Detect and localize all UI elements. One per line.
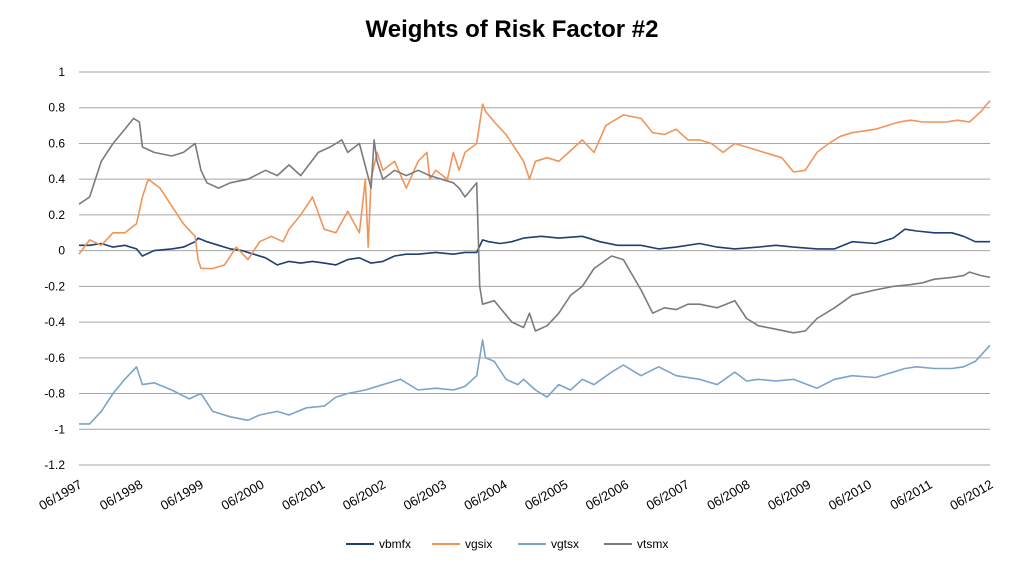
x-axis-ticks: 06/1997 06/1998 06/1999 06/2000 06/2001 06/20… [36,477,995,513]
x-tick-label: 06/2004 [461,477,509,513]
chart-title: Weights of Risk Factor #2 [365,16,659,43]
y-tick-label: -1 [54,422,65,436]
y-tick-label: 0.4 [48,172,65,186]
legend-label-vtsmx: vtsmx [637,537,668,551]
x-tick-label: 06/2001 [279,477,327,513]
legend-label-vgsix: vgsix [465,537,492,551]
x-tick-label: 06/2007 [644,477,692,513]
series-line-vgsix [78,100,991,270]
x-tick-label: 06/2011 [887,477,934,513]
y-tick-label: 0.8 [48,101,65,115]
y-tick-label: 0.2 [48,208,65,222]
y-axis-ticks: 1 0.8 0.6 0.4 0.2 0 -0.2 -0.4 -0.6 -0.8 -1 -1.2 [44,65,65,472]
y-tick-label: 0 [58,244,65,258]
legend-label-vbmfx: vbmfx [379,537,411,551]
series-lines [78,100,991,425]
y-tick-label: -0.6 [44,351,65,365]
x-tick-label: 06/1998 [97,477,145,513]
series-line-vtsmx [78,117,991,334]
y-tick-label: -1.2 [44,458,65,472]
x-tick-label: 06/1999 [158,477,206,513]
x-tick-label: 06/2005 [522,477,570,513]
x-tick-label: 06/2003 [401,477,449,513]
gridlines [79,71,990,466]
x-tick-label: 06/2006 [583,477,631,513]
x-tick-label: 06/1997 [36,477,84,513]
x-tick-label: 06/2010 [826,477,874,513]
series-line-vgtsx [79,339,991,425]
x-tick-label: 06/2000 [218,477,266,513]
y-tick-label: -0.8 [44,387,65,401]
series-line-vbmfx [79,228,990,266]
x-tick-label: 06/2012 [947,477,995,513]
x-tick-label: 06/2009 [765,477,813,513]
y-tick-label: 1 [58,65,65,79]
y-tick-label: -0.2 [44,279,65,293]
x-tick-label: 06/2008 [704,477,752,513]
legend-label-vgtsx: vgtsx [551,537,579,551]
legend: vbmfx vgsix vgtsx vtsmx [346,537,668,551]
y-tick-label: 0.6 [48,136,65,150]
x-tick-label: 06/2002 [340,477,388,513]
y-tick-label: -0.4 [44,315,65,329]
